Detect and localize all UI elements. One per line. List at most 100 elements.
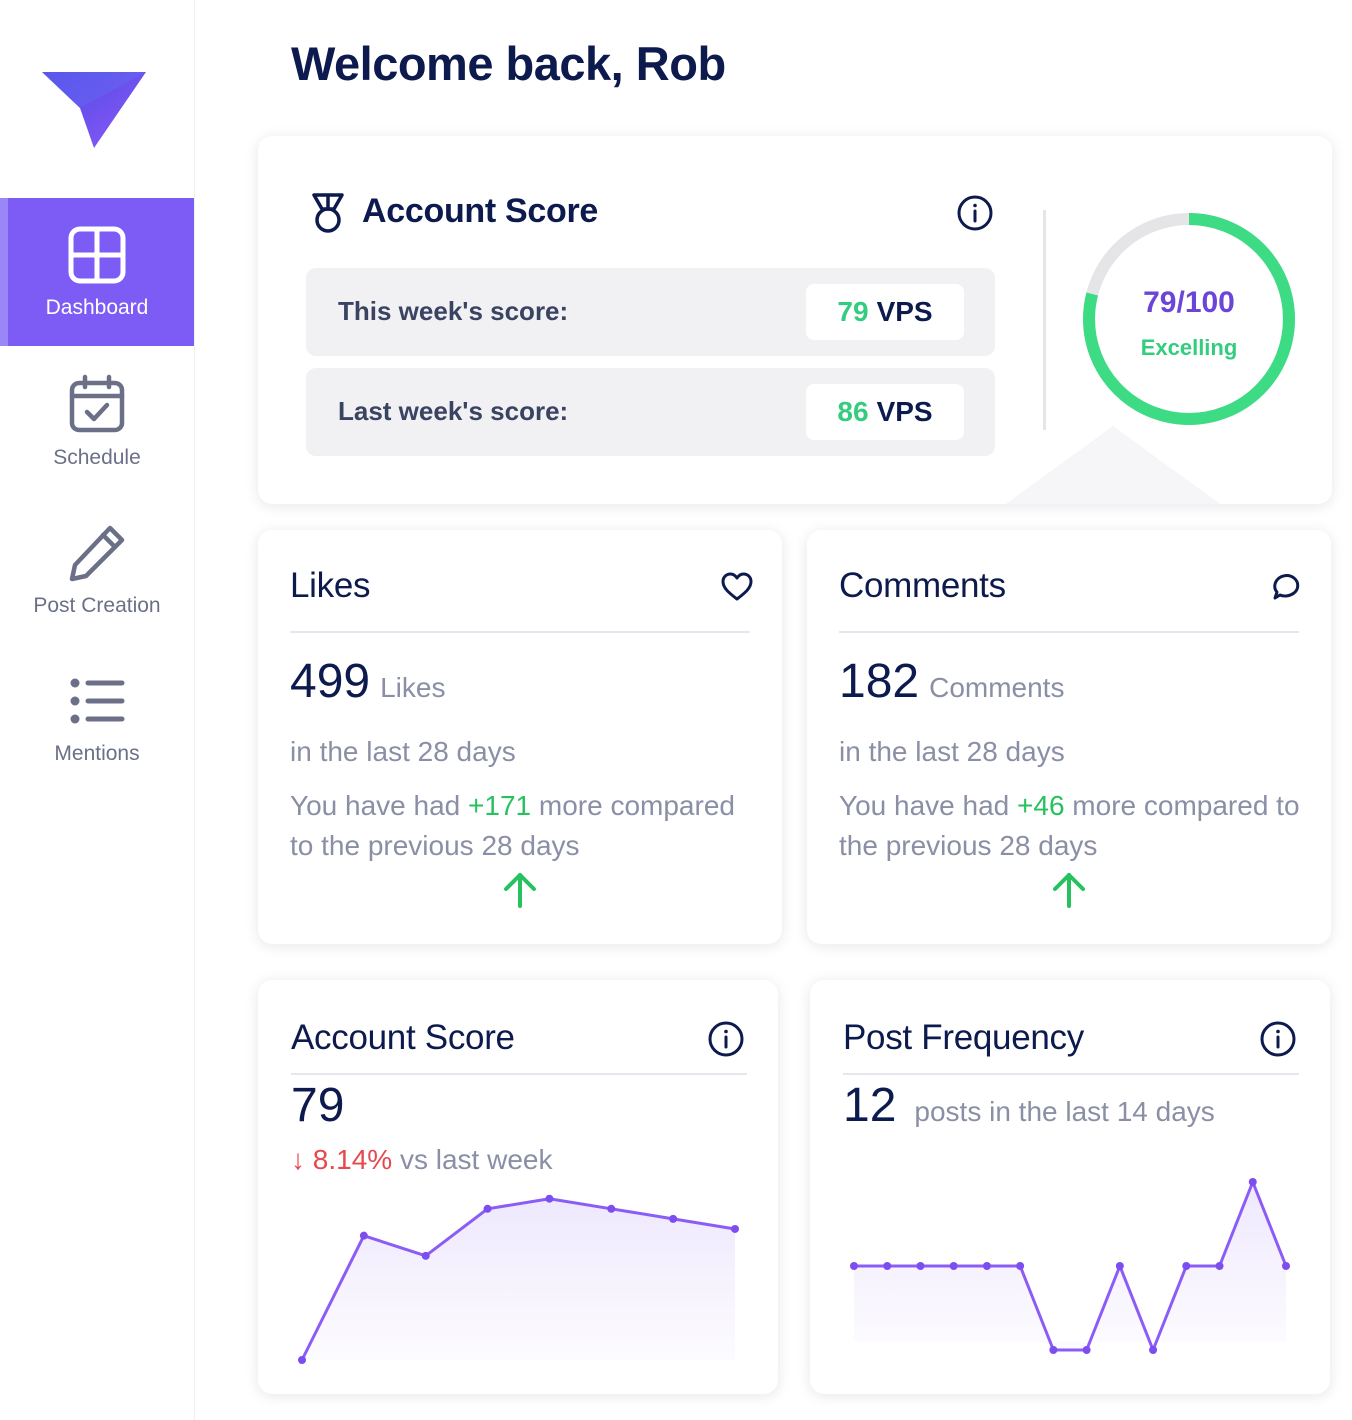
likes-delta: +171 <box>468 790 532 821</box>
sidebar-item-schedule[interactable]: Schedule <box>0 348 194 496</box>
last-week-score-unit: VPS <box>876 396 933 427</box>
account-score-chart-card: Account Score 79 ↓ 8.14% vs last week <box>258 980 778 1394</box>
comments-period: in the last 28 days <box>839 736 1065 767</box>
medal-icon <box>312 193 344 233</box>
chart-area-fill <box>302 1198 735 1360</box>
page-title: Welcome back, Rob <box>291 37 726 90</box>
comments-comparison: You have had +46 more compared to the pr… <box>839 786 1309 866</box>
likes-card: Likes 499 Likes in the last 28 days You h… <box>258 530 782 944</box>
sidebar-item-label: Dashboard <box>45 296 149 319</box>
divider <box>843 1073 1299 1075</box>
account-score-chart <box>298 1194 739 1364</box>
last-week-score-badge: 86 VPS <box>806 384 964 440</box>
chart-point[interactable] <box>483 1204 492 1213</box>
chart-point[interactable] <box>607 1204 616 1213</box>
gauge-status: Excelling <box>1140 335 1238 360</box>
info-icon[interactable] <box>1259 1020 1297 1058</box>
comparison-prefix: You have had <box>290 790 469 821</box>
post-frequency-caption: posts in the last 14 days <box>914 1096 1215 1127</box>
calendar-check-icon <box>69 374 125 433</box>
info-icon[interactable] <box>707 1020 745 1058</box>
chart-point[interactable] <box>850 1262 858 1270</box>
last-week-score-row: Last week's score: 86 VPS <box>306 368 995 456</box>
last-week-score-value: 86 <box>837 396 869 427</box>
arrow-up-icon <box>1053 873 1085 908</box>
sidebar-item-dashboard[interactable]: Dashboard <box>0 198 194 346</box>
grid-icon <box>68 226 126 284</box>
likes-comparison: You have had +171 more compared to the p… <box>290 786 760 866</box>
comparison-prefix: You have had <box>839 790 1018 821</box>
this-week-score-value: 79 <box>837 296 869 327</box>
comments-count: 182 Comments <box>839 654 1064 709</box>
chart-point[interactable] <box>1215 1262 1224 1270</box>
post-frequency-value: 12 <box>843 1079 897 1132</box>
likes-period: in the last 28 days <box>290 736 516 767</box>
comments-card: Comments 182 Comments in the last 28 days… <box>807 530 1331 944</box>
divider <box>290 631 750 633</box>
chart-point[interactable] <box>1248 1178 1257 1186</box>
post-frequency-card: Post Frequency 12 posts in the last 14 da… <box>810 980 1330 1394</box>
chart-point[interactable] <box>545 1194 554 1203</box>
sidebar-item-mentions[interactable]: Mentions <box>0 644 194 792</box>
chart-point[interactable] <box>1182 1262 1191 1270</box>
score-delta-percent: 8.14% <box>312 1144 393 1175</box>
comments-delta: +46 <box>1017 790 1065 821</box>
score-gauge <box>1083 213 1295 425</box>
pencil-icon <box>69 525 125 582</box>
heart-icon[interactable] <box>720 570 754 604</box>
post-frequency-chart <box>850 1178 1290 1354</box>
paper-plane-logo[interactable] <box>40 68 148 152</box>
chart-point[interactable] <box>731 1224 739 1233</box>
account-score-value: 79 <box>291 1079 345 1132</box>
sidebar-item-label: Post Creation <box>33 594 161 617</box>
sidebar: Dashboard Schedule Post Creation Mention… <box>0 0 195 1420</box>
sidebar-item-label: Schedule <box>53 446 141 469</box>
chart-point[interactable] <box>669 1214 678 1223</box>
chart-point[interactable] <box>359 1231 368 1240</box>
likes-title: Likes <box>290 566 371 605</box>
last-week-score-label: Last week's score: <box>338 396 569 426</box>
chart-point[interactable] <box>1049 1346 1058 1354</box>
list-icon <box>70 678 125 724</box>
gauge-score-fraction: 79/100 <box>1143 286 1235 319</box>
divider <box>291 1073 747 1075</box>
chart-point[interactable] <box>1115 1262 1124 1270</box>
arrow-up-icon <box>504 873 536 908</box>
chart-point[interactable] <box>298 1356 306 1364</box>
post-frequency-title: Post Frequency <box>843 1018 1084 1057</box>
comparison-suffix: more compared to the previous 28 days <box>290 790 735 861</box>
sidebar-item-label: Mentions <box>54 742 140 765</box>
account-score-title: Account Score <box>362 192 599 230</box>
comments-count-value: 182 <box>839 655 920 708</box>
likes-count-value: 499 <box>290 655 371 708</box>
chart-series-line <box>854 1180 1288 1352</box>
account-score-chart-title: Account Score <box>291 1018 515 1057</box>
divider <box>839 631 1299 633</box>
chart-area-fill <box>854 1182 1286 1350</box>
comment-bubble-icon[interactable] <box>1269 570 1303 604</box>
comments-title: Comments <box>839 566 1006 605</box>
decorative-shape <box>1005 426 1221 504</box>
likes-count: 499 Likes <box>290 654 445 709</box>
comparison-suffix: more compared to the previous 28 days <box>839 790 1300 861</box>
account-score-card: Account Score This week's score: 79 VPS … <box>258 136 1332 504</box>
chart-point[interactable] <box>1282 1262 1290 1270</box>
post-frequency-summary: 12 posts in the last 14 days <box>843 1078 1215 1133</box>
arrow-down-icon: ↓ <box>291 1144 305 1175</box>
chart-point[interactable] <box>1082 1346 1091 1354</box>
likes-unit: Likes <box>380 672 446 703</box>
chart-point[interactable] <box>949 1262 958 1270</box>
chart-point[interactable] <box>1149 1346 1158 1354</box>
comments-unit: Comments <box>929 672 1065 703</box>
this-week-score-unit: VPS <box>876 296 933 327</box>
chart-point[interactable] <box>916 1262 925 1270</box>
chart-point[interactable] <box>982 1262 991 1270</box>
sidebar-item-post-creation[interactable]: Post Creation <box>0 496 194 644</box>
this-week-score-row: This week's score: 79 VPS <box>306 268 995 356</box>
info-icon[interactable] <box>956 194 994 232</box>
this-week-score-badge: 79 VPS <box>806 284 964 340</box>
chart-point[interactable] <box>1016 1262 1025 1270</box>
score-delta: ↓ 8.14% vs last week <box>291 1144 552 1176</box>
chart-point[interactable] <box>421 1251 430 1260</box>
chart-point[interactable] <box>883 1262 892 1270</box>
